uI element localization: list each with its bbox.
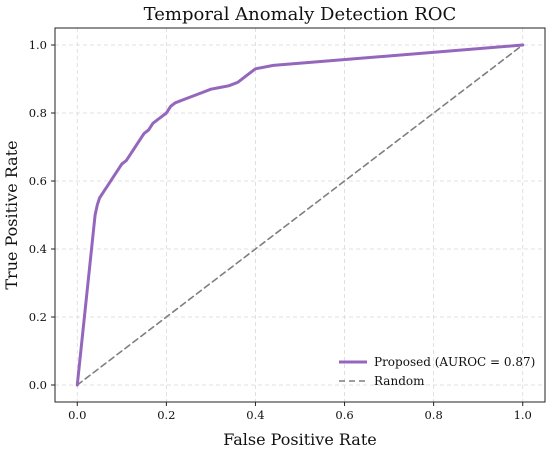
y-axis-label: True Positive Rate: [2, 140, 21, 289]
legend: Proposed (AUROC = 0.87) Random: [339, 355, 535, 388]
plot-frame: [54, 27, 546, 403]
series-line-random: [76, 44, 524, 386]
x-tick-label: 0.8: [424, 408, 442, 422]
ticks: 0.0 0.2 0.4 0.6 0.8 1.0 0.0 0.2 0.4 0.6 0.8 1.0: [29, 38, 532, 422]
y-tick-label: 1.0: [29, 38, 47, 52]
legend-label-proposed: Proposed (AUROC = 0.87): [374, 355, 535, 369]
y-tick-label: 0.0: [29, 378, 47, 392]
series-layer: [75, 43, 525, 387]
x-tick-label: 0.4: [246, 408, 264, 422]
grid: [55, 28, 545, 402]
series-line-proposed: [75, 43, 525, 387]
x-tick-label: 0.6: [335, 408, 353, 422]
x-tick-label: 1.0: [514, 408, 532, 422]
x-tick-label: 0.0: [68, 408, 86, 422]
x-axis-label: False Positive Rate: [223, 430, 377, 449]
y-tick-label: 0.8: [29, 106, 47, 120]
y-tick-label: 0.2: [29, 310, 47, 324]
x-tick-label: 0.2: [157, 408, 175, 422]
chart-title: Temporal Anomaly Detection ROC: [144, 4, 457, 25]
y-tick-label: 0.6: [29, 174, 47, 188]
y-tick-label: 0.4: [29, 242, 47, 256]
legend-label-random: Random: [374, 374, 425, 388]
